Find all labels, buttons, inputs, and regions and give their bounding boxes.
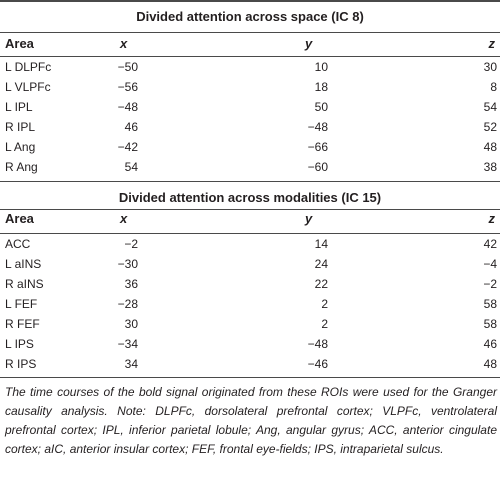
area-cell: R Ang [5, 160, 38, 174]
z-cell: 46 [483, 337, 497, 351]
x-cell: 34 [124, 357, 138, 371]
x-cell: −50 [117, 60, 138, 74]
y-cell: −66 [307, 140, 328, 154]
z-cell: 42 [483, 237, 497, 251]
section2-header-y: y [305, 211, 313, 226]
section1-header-x: x [120, 36, 128, 51]
y-cell: 22 [314, 277, 328, 291]
section1-header-y: y [305, 36, 313, 51]
section1-header-area: Area [5, 36, 34, 51]
table-row: L IPL −48 50 54 [0, 99, 500, 116]
y-cell: 2 [321, 317, 328, 331]
section1-header-z: z [488, 36, 496, 51]
y-cell: −48 [307, 337, 328, 351]
table-footnote: The time courses of the bold signal orig… [5, 385, 497, 456]
table-row: L Ang −42 −66 48 [0, 139, 500, 156]
x-cell: −2 [124, 237, 138, 251]
area-cell: R IPL [5, 120, 36, 134]
table-row: R aINS 36 22 −2 [0, 276, 500, 293]
x-cell: −56 [117, 80, 138, 94]
z-cell: −2 [483, 277, 497, 291]
area-cell: L aINS [5, 257, 42, 271]
section1-title-rule [0, 32, 500, 33]
y-cell: −46 [307, 357, 328, 371]
z-cell: 8 [490, 80, 497, 94]
x-cell: −28 [117, 297, 138, 311]
z-cell: 48 [483, 357, 497, 371]
table-row: R Ang 54 −60 38 [0, 159, 500, 176]
table-row: L VLPFc −56 18 8 [0, 79, 500, 96]
z-cell: −4 [483, 257, 497, 271]
area-cell: L IPS [5, 337, 34, 351]
y-cell: 10 [314, 60, 328, 74]
table-row: L aINS −30 24 −4 [0, 256, 500, 273]
z-cell: 30 [483, 60, 497, 74]
table-row: R FEF 30 2 58 [0, 316, 500, 333]
section2-header-rule [0, 233, 500, 234]
x-cell: 46 [124, 120, 138, 134]
z-cell: 58 [483, 317, 497, 331]
z-cell: 52 [483, 120, 497, 134]
section1-title: Divided attention across space (IC 8) [136, 9, 364, 24]
y-cell: 2 [321, 297, 328, 311]
area-cell: R IPS [5, 357, 37, 371]
area-cell: L Ang [5, 140, 36, 154]
y-cell: −48 [307, 120, 328, 134]
top-rule [0, 0, 500, 2]
x-cell: −42 [117, 140, 138, 154]
table-row: L DLPFc −50 10 30 [0, 59, 500, 76]
area-cell: L DLPFc [5, 60, 52, 74]
section2-header-z: z [488, 211, 496, 226]
area-cell: R aINS [5, 277, 44, 291]
x-cell: −34 [117, 337, 138, 351]
section1-bottom-rule [0, 181, 500, 182]
table-row: R IPS 34 −46 48 [0, 356, 500, 373]
section2-header-area: Area [5, 211, 34, 226]
area-cell: L VLPFc [5, 80, 51, 94]
area-cell: L IPL [5, 100, 33, 114]
area-cell: R FEF [5, 317, 40, 331]
z-cell: 58 [483, 297, 497, 311]
area-cell: ACC [5, 237, 31, 251]
section2-title: Divided attention across modalities (IC … [118, 190, 382, 205]
table-row: L IPS −34 −48 46 [0, 336, 500, 353]
z-cell: 48 [483, 140, 497, 154]
table-bottom-rule [0, 377, 500, 378]
area-cell: L FEF [5, 297, 38, 311]
x-cell: −30 [117, 257, 138, 271]
table-row: ACC −2 14 42 [0, 236, 500, 253]
table-row: R IPL 46 −48 52 [0, 119, 500, 136]
y-cell: 14 [314, 237, 328, 251]
table-row: L FEF −28 2 58 [0, 296, 500, 313]
x-cell: 54 [124, 160, 138, 174]
z-cell: 54 [483, 100, 497, 114]
section2-title-rule [0, 209, 500, 210]
y-cell: −60 [307, 160, 328, 174]
section2-header-x: x [120, 211, 128, 226]
z-cell: 38 [483, 160, 497, 174]
y-cell: 24 [314, 257, 328, 271]
x-cell: −48 [117, 100, 138, 114]
x-cell: 36 [124, 277, 138, 291]
y-cell: 50 [314, 100, 328, 114]
x-cell: 30 [124, 317, 138, 331]
section1-header-rule [0, 56, 500, 57]
y-cell: 18 [314, 80, 328, 94]
